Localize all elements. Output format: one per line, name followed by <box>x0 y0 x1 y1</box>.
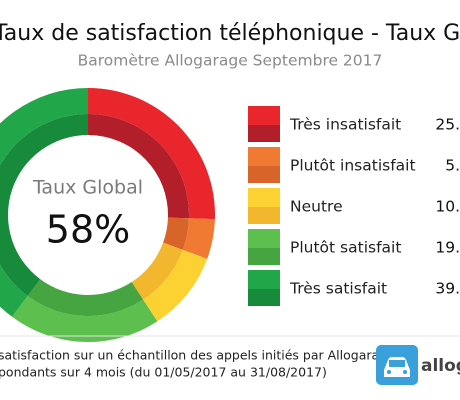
donut-segment <box>12 295 158 343</box>
logo-icon <box>376 345 418 385</box>
legend-value: 5. <box>445 157 460 175</box>
donut <box>0 88 216 343</box>
chart-subtitle: Baromètre Allogarage Septembre 2017 <box>78 52 383 70</box>
legend-label: Plutôt satisfait <box>290 239 401 257</box>
legend-swatch-shade <box>248 248 280 265</box>
legend-swatch-shade <box>248 125 280 142</box>
donut-segment-inner <box>0 114 88 296</box>
chart-title: Taux de satisfaction téléphonique - Taux… <box>0 21 460 46</box>
legend-swatch <box>248 270 280 289</box>
legend-swatch <box>248 147 280 166</box>
center-value: 58% <box>46 208 130 252</box>
donut-segment-inner <box>27 279 144 317</box>
donut-segment <box>0 88 88 317</box>
legend-swatch-shade <box>248 289 280 306</box>
legend-swatch-shade <box>248 166 280 183</box>
center-label: Taux Global <box>32 177 143 199</box>
donut-segment <box>143 249 208 322</box>
legend-swatch <box>248 188 280 207</box>
donut-segment-inner <box>88 114 190 219</box>
footer-line: satisfaction sur un échantillon des appe… <box>0 348 395 363</box>
donut-segment-inner <box>131 242 183 300</box>
legend-swatch-shade <box>248 207 280 224</box>
footer-line: pondants sur 4 mois (du 01/05/2017 au 31… <box>0 365 327 380</box>
legend-swatch <box>248 229 280 248</box>
legend-value: 19. <box>435 239 460 257</box>
legend-value: 10. <box>435 198 460 216</box>
donut-segment <box>182 218 215 259</box>
legend-label: Neutre <box>290 198 343 216</box>
legend-label: Très satisfait <box>289 280 387 298</box>
legend-swatch <box>248 106 280 125</box>
legend: Très insatisfait 25. Plutôt insatisfait 5. N… <box>248 106 460 306</box>
legend-value: 25. <box>435 116 460 134</box>
legend-label: Plutôt insatisfait <box>290 157 416 175</box>
donut-segment-inner <box>163 217 189 250</box>
legend-label: Très insatisfait <box>289 116 401 134</box>
legend-value: 39. <box>435 280 460 298</box>
logo-text: allogara <box>421 356 460 376</box>
donut-segment <box>88 88 216 220</box>
